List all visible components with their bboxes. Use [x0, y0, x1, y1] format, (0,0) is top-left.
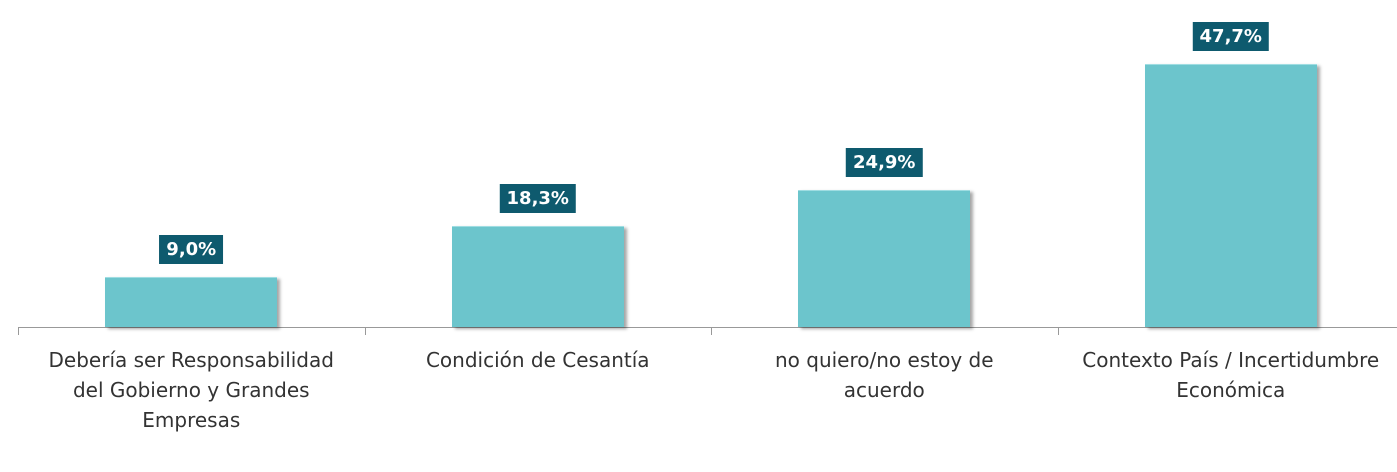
- data-label: 47,7%: [1192, 22, 1269, 51]
- x-tick-label: Debería ser Responsabilidad del Gobierno…: [48, 348, 334, 432]
- data-label: 24,9%: [846, 147, 923, 177]
- bar: [798, 189, 971, 327]
- x-tick: [1057, 327, 1059, 335]
- x-tick-label: Contexto País / Incertidumbre Económica: [1082, 348, 1380, 402]
- data-label: 9,0%: [159, 235, 224, 265]
- bar: [1144, 64, 1317, 327]
- bar: [105, 277, 278, 327]
- x-tick: [364, 327, 366, 335]
- x-tick: [18, 327, 19, 335]
- x-tick-label: Condición de Cesantía: [425, 348, 650, 372]
- x-axis: [18, 327, 1397, 328]
- bar: [451, 226, 624, 327]
- data-label: 18,3%: [499, 184, 576, 214]
- x-tick-label: no quiero/no estoy de acuerdo: [774, 348, 994, 402]
- x-tick: [711, 327, 712, 335]
